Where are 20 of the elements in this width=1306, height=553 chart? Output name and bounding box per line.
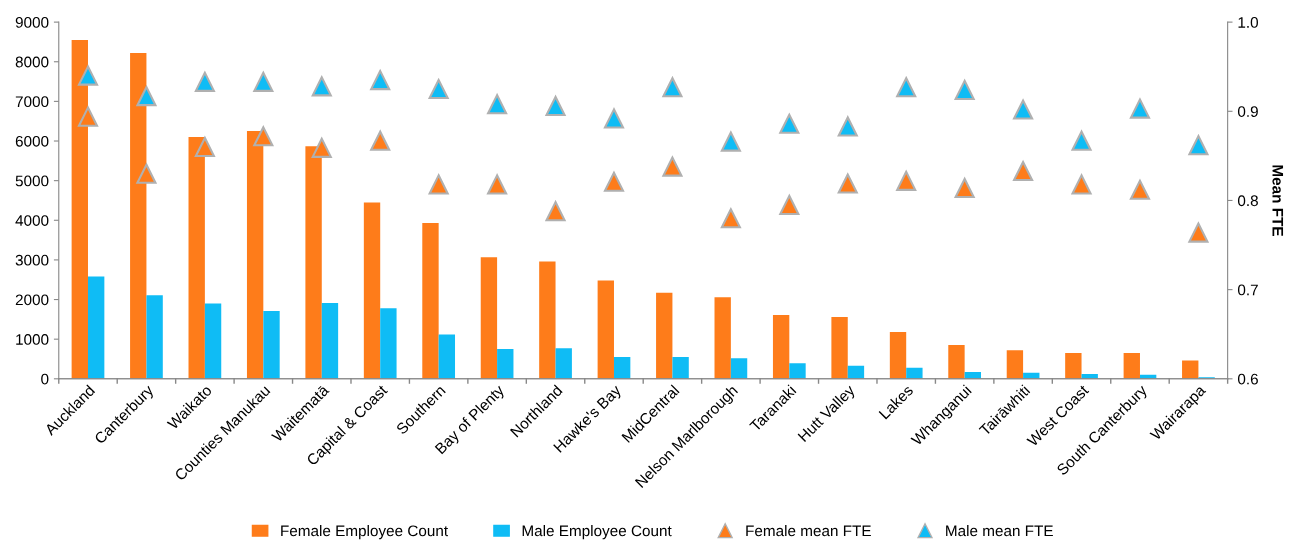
y2-tick-label: 0.8: [1237, 195, 1258, 207]
y-tick-label: 5000: [15, 175, 49, 187]
y2-tick-label: 1.0: [1238, 16, 1258, 28]
y-tick-label: 7000: [15, 96, 49, 108]
y-tick-label: 4000: [15, 215, 49, 226]
legend-label: Male mean FTE: [946, 525, 1053, 537]
legend-label: Female Employee Count: [281, 525, 448, 540]
y-tick-label: 3000: [15, 254, 49, 266]
y-tick-label: 6000: [15, 135, 49, 147]
y2-tick-label: 0.7: [1237, 284, 1258, 296]
y-tick-label: 0: [41, 373, 49, 385]
y-tick-label: 9000: [15, 16, 49, 28]
legend-label: Male Employee Count: [522, 525, 672, 540]
legend-label: Female mean FTE: [746, 525, 871, 537]
y2-axis-title: Mean FTE: [1272, 165, 1284, 236]
y-tick-label: 8000: [15, 56, 49, 68]
y-tick-label: 2000: [15, 294, 49, 306]
y-tick-label: 1000: [16, 334, 49, 345]
y2-tick-label: 0.9: [1237, 106, 1258, 117]
y2-tick-label: 0.6: [1237, 373, 1258, 385]
